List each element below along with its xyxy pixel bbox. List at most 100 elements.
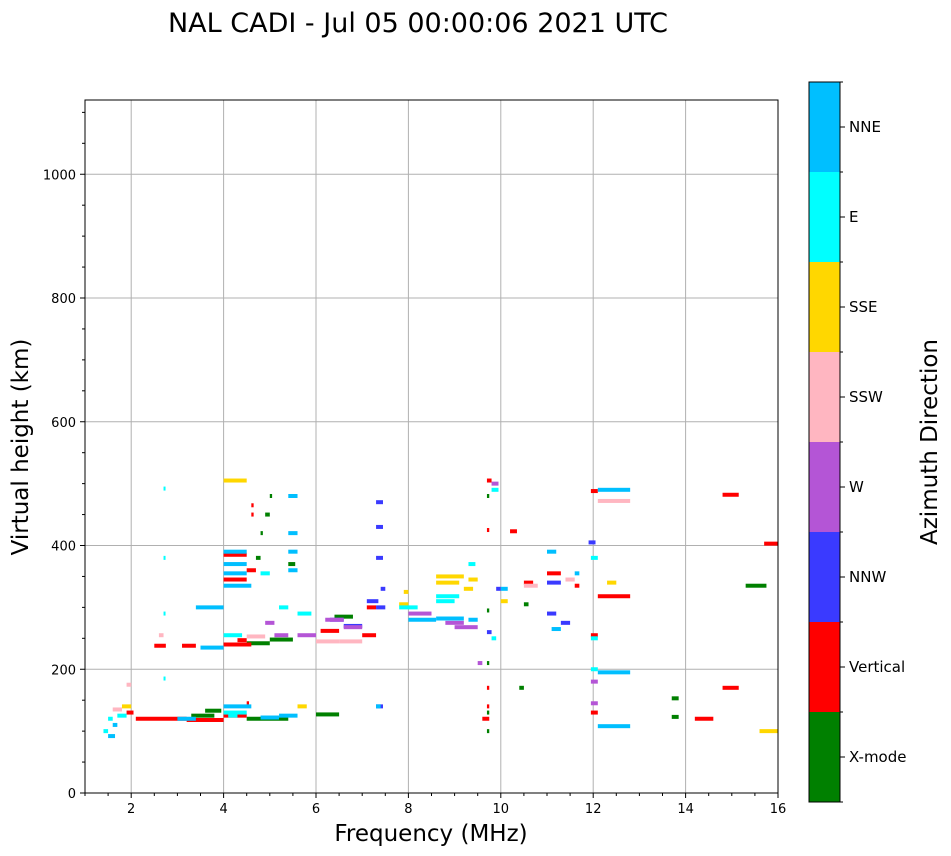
data-point-sse <box>403 589 409 594</box>
data-point-vertical <box>722 685 739 690</box>
data-point-vertical <box>486 704 490 709</box>
data-point-nne <box>195 605 224 610</box>
data-point-e <box>491 636 497 641</box>
x-tick-label: 2 <box>127 802 135 817</box>
data-point-vertical <box>486 528 490 533</box>
data-point-w <box>408 611 432 616</box>
data-point-vertical <box>590 489 598 494</box>
colorbar-segment-nne <box>809 82 840 172</box>
axes: 2 4 6 8 10 12 14 16 0 200 400 600 800 1000 <box>43 99 787 817</box>
data-point-w <box>265 620 275 625</box>
data-point-vertical <box>482 716 490 721</box>
data-point-e <box>399 605 418 610</box>
data-point-ssw <box>158 633 164 638</box>
data-point-nne <box>223 704 252 709</box>
chart-title: NAL CADI - Jul 05 00:00:06 2021 UTC <box>168 8 668 39</box>
data-point-w <box>325 617 344 622</box>
data-point-nnw <box>588 540 596 545</box>
x-tick-label: 6 <box>312 802 320 817</box>
data-point-nnw <box>547 611 557 616</box>
data-point-sse <box>759 729 778 734</box>
data-point-vertical <box>246 701 250 706</box>
y-axis-label: Virtual height (km) <box>8 339 34 556</box>
data-point-ssw <box>112 707 122 712</box>
colorbar-tick-label: SSE <box>849 298 878 316</box>
colorbar-tick-label: W <box>849 478 864 496</box>
data-point-e <box>590 667 598 672</box>
data-point-x-mode <box>334 614 353 619</box>
data-point-x-mode <box>519 685 524 690</box>
data-point-vertical <box>186 717 224 722</box>
data-point-sse <box>436 580 460 585</box>
data-point-e <box>436 599 455 604</box>
data-point-x-mode <box>486 729 490 734</box>
x-tick-label: 12 <box>585 802 602 817</box>
data-point-vertical <box>486 685 490 690</box>
data-point-ssw <box>523 583 538 588</box>
data-point-e <box>590 636 598 641</box>
data-point-nne <box>288 568 298 573</box>
data-point-w <box>477 661 483 666</box>
data-point-x-mode <box>486 710 490 715</box>
data-point-e <box>163 555 166 560</box>
data-point-e <box>491 487 499 492</box>
x-tick-label: 4 <box>219 802 227 817</box>
x-axis-label: Frequency (MHz) <box>334 821 527 847</box>
x-tick-label: 16 <box>770 802 787 817</box>
colorbar-tick-label: NNE <box>849 118 881 136</box>
data-point-vertical <box>320 628 340 633</box>
data-point-x-mode <box>486 608 490 613</box>
colorbar-label: Azimuth Direction <box>917 339 943 545</box>
data-point-e <box>468 562 476 567</box>
y-tick-label: 400 <box>51 540 76 555</box>
data-point-x-mode <box>671 696 679 701</box>
data-point-nnw <box>376 605 386 610</box>
data-point-w <box>590 679 598 684</box>
data-point-x-mode <box>523 602 529 607</box>
data-point-x-mode <box>671 714 679 719</box>
data-point-nne <box>108 734 116 739</box>
data-point-nnw <box>496 586 501 591</box>
data-point-vertical <box>590 633 598 638</box>
data-point-w <box>491 481 499 486</box>
data-point-sse <box>607 580 617 585</box>
colorbar-tick-label: E <box>849 208 858 226</box>
data-point-nne <box>223 571 247 576</box>
data-point-nne <box>468 617 478 622</box>
data-point-e <box>228 713 238 718</box>
data-point-sse <box>436 574 464 579</box>
y-tick-label: 800 <box>51 292 76 307</box>
data-point-x-mode <box>255 555 261 560</box>
data-point-ssw <box>126 682 132 687</box>
colorbar-segment-nnw <box>809 532 840 622</box>
colorbar-tick-label: X-mode <box>849 748 906 766</box>
data-point-vertical <box>366 605 377 610</box>
data-point-x-mode <box>486 494 490 498</box>
data-point-nne <box>288 531 298 536</box>
data-point-x-mode <box>260 531 263 536</box>
data-point-vertical <box>126 710 134 715</box>
data-point-vertical <box>237 638 247 643</box>
data-point-vertical <box>510 529 517 534</box>
data-point-w <box>445 620 464 625</box>
data-point-e <box>163 486 166 491</box>
data-point-x-mode <box>269 494 273 498</box>
data-point-e <box>260 571 270 576</box>
data-point-sse <box>121 704 132 709</box>
data-point-nne <box>288 549 298 554</box>
data-point-sse <box>399 602 409 607</box>
data-point-vertical <box>223 642 252 647</box>
data-point-e <box>590 555 598 560</box>
x-tick-label: 10 <box>493 802 510 817</box>
data-point-ssw <box>597 498 631 503</box>
data-point-nnw <box>366 599 379 604</box>
data-point-e <box>108 716 113 721</box>
data-point-x-mode <box>205 708 222 713</box>
data-point-x-mode <box>246 641 270 646</box>
data-point-vertical <box>574 583 580 588</box>
data-point-e <box>297 611 312 616</box>
colorbar-segment-x-mode <box>809 712 840 802</box>
data-point-sse <box>500 599 508 604</box>
x-tick-label: 8 <box>404 802 412 817</box>
data-point-nne <box>260 715 280 720</box>
